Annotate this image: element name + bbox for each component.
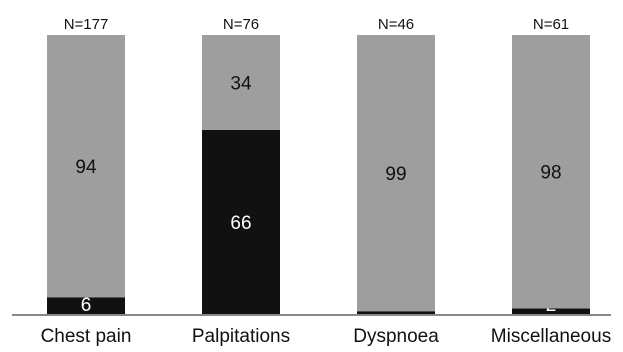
data-label-miscellaneous-1: 98 bbox=[540, 163, 561, 184]
data-label-chest-pain-1: 94 bbox=[75, 157, 97, 178]
x-tick-label-palpitations: Palpitations bbox=[192, 326, 290, 347]
total-label-dyspnoea: N=46 bbox=[378, 16, 414, 33]
bar-segment-miscellaneous-1 bbox=[512, 35, 590, 309]
data-label-chest-pain-0: 6 bbox=[81, 295, 92, 316]
total-label-palpitations: N=76 bbox=[223, 16, 259, 33]
data-label-dyspnoea-1: 99 bbox=[385, 164, 406, 185]
x-tick-label-chest-pain: Chest pain bbox=[41, 326, 132, 347]
bar-segment-palpitations-0 bbox=[202, 129, 280, 314]
bar-segment-chest-pain-1 bbox=[47, 35, 125, 298]
x-tick-label-dyspnoea: Dyspnoea bbox=[353, 326, 439, 347]
bar-segment-chest-pain-0 bbox=[47, 297, 125, 314]
bar-segment-miscellaneous-0 bbox=[512, 308, 590, 314]
data-label-palpitations-0: 66 bbox=[230, 213, 251, 234]
bar-segment-dyspnoea-0 bbox=[357, 311, 435, 314]
total-label-miscellaneous: N=61 bbox=[533, 16, 569, 33]
bar-segment-dyspnoea-1 bbox=[357, 35, 435, 312]
data-label-palpitations-1: 34 bbox=[230, 73, 252, 94]
total-label-chest-pain: N=177 bbox=[64, 16, 109, 33]
bar-segment-palpitations-1 bbox=[202, 35, 280, 130]
x-tick-label-miscellaneous: Miscellaneous bbox=[491, 326, 611, 347]
